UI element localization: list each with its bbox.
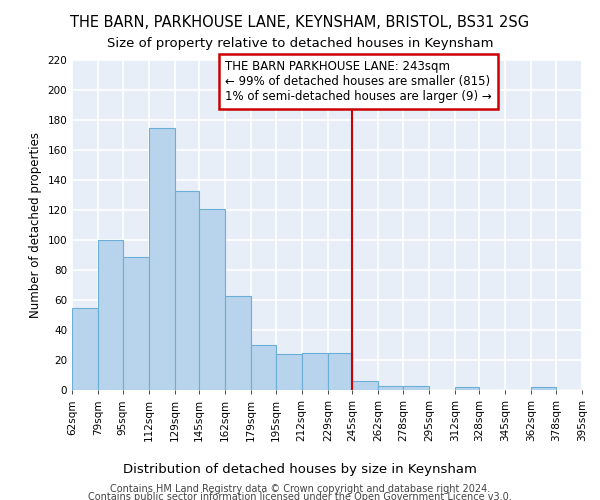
- Bar: [175, 190, 199, 390]
- Bar: [98, 240, 122, 390]
- Bar: [532, 387, 556, 390]
- Bar: [302, 352, 328, 390]
- Bar: [455, 387, 479, 390]
- Text: Distribution of detached houses by size in Keynsham: Distribution of detached houses by size …: [123, 462, 477, 475]
- Bar: [328, 352, 352, 390]
- Text: THE BARN, PARKHOUSE LANE, KEYNSHAM, BRISTOL, BS31 2SG: THE BARN, PARKHOUSE LANE, KEYNSHAM, BRIS…: [70, 15, 530, 30]
- Bar: [199, 208, 225, 390]
- Y-axis label: Number of detached properties: Number of detached properties: [29, 132, 42, 318]
- Bar: [149, 128, 175, 390]
- Bar: [403, 386, 429, 390]
- Bar: [251, 345, 275, 390]
- Text: Contains HM Land Registry data © Crown copyright and database right 2024.: Contains HM Land Registry data © Crown c…: [110, 484, 490, 494]
- Bar: [275, 354, 302, 390]
- Bar: [352, 381, 379, 390]
- Text: Contains public sector information licensed under the Open Government Licence v3: Contains public sector information licen…: [88, 492, 512, 500]
- Text: Size of property relative to detached houses in Keynsham: Size of property relative to detached ho…: [107, 38, 493, 51]
- Bar: [122, 256, 149, 390]
- Text: THE BARN PARKHOUSE LANE: 243sqm
← 99% of detached houses are smaller (815)
1% of: THE BARN PARKHOUSE LANE: 243sqm ← 99% of…: [225, 60, 492, 103]
- Bar: [582, 386, 600, 390]
- Bar: [72, 308, 98, 390]
- Bar: [225, 296, 251, 390]
- Bar: [379, 386, 403, 390]
